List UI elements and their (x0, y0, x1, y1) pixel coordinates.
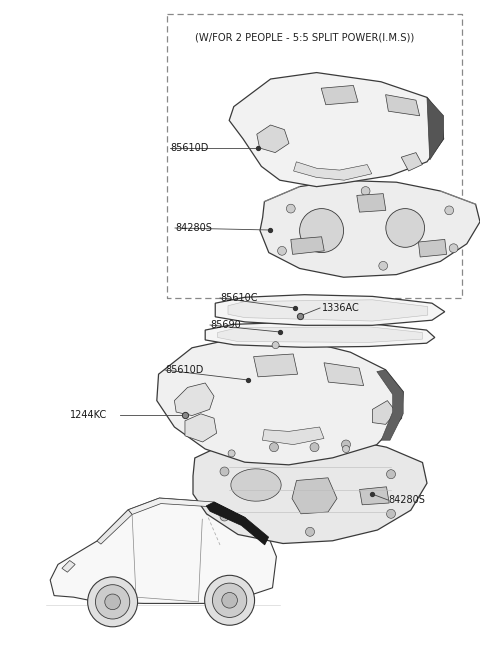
Polygon shape (372, 401, 396, 424)
Polygon shape (62, 560, 75, 572)
Text: 1244KC: 1244KC (70, 410, 107, 420)
Circle shape (105, 594, 120, 610)
Text: 85610D: 85610D (170, 143, 208, 153)
Polygon shape (128, 498, 245, 521)
Circle shape (220, 467, 229, 476)
Circle shape (305, 527, 314, 536)
Circle shape (228, 450, 235, 457)
Text: 85610C: 85610C (220, 293, 257, 303)
Circle shape (213, 583, 247, 617)
Polygon shape (229, 72, 444, 187)
Circle shape (379, 262, 387, 270)
Polygon shape (291, 237, 324, 254)
Polygon shape (357, 194, 386, 212)
Polygon shape (321, 85, 358, 105)
Text: 85690: 85690 (210, 320, 241, 330)
Polygon shape (228, 300, 428, 321)
Polygon shape (260, 180, 480, 277)
Polygon shape (253, 354, 298, 377)
Circle shape (277, 246, 287, 255)
Polygon shape (157, 336, 403, 465)
Polygon shape (231, 469, 281, 501)
Polygon shape (360, 486, 389, 505)
Polygon shape (257, 125, 289, 152)
Polygon shape (50, 498, 276, 603)
Circle shape (386, 470, 396, 478)
Circle shape (445, 206, 454, 215)
Polygon shape (419, 240, 446, 257)
Circle shape (204, 575, 254, 625)
Polygon shape (294, 162, 372, 180)
Polygon shape (206, 502, 269, 545)
Text: 84280S: 84280S (388, 495, 425, 505)
Polygon shape (324, 363, 364, 386)
Circle shape (287, 204, 295, 213)
Polygon shape (213, 502, 245, 522)
Polygon shape (427, 97, 444, 160)
Polygon shape (217, 327, 422, 342)
Circle shape (449, 244, 458, 252)
Polygon shape (385, 95, 420, 116)
Circle shape (361, 187, 370, 195)
Circle shape (88, 577, 138, 627)
Polygon shape (215, 295, 445, 325)
Polygon shape (263, 427, 324, 445)
Circle shape (386, 209, 424, 248)
Polygon shape (97, 510, 132, 544)
Polygon shape (185, 414, 216, 442)
Polygon shape (292, 478, 337, 514)
Circle shape (310, 443, 319, 452)
Polygon shape (174, 383, 214, 415)
Text: 84280S: 84280S (175, 223, 212, 233)
Text: (W/FOR 2 PEOPLE - 5:5 SPLIT POWER(I.M.S)): (W/FOR 2 PEOPLE - 5:5 SPLIT POWER(I.M.S)… (195, 32, 414, 42)
Circle shape (222, 592, 238, 608)
Circle shape (343, 446, 349, 452)
Text: 85610D: 85610D (165, 365, 204, 375)
Polygon shape (377, 370, 403, 440)
Circle shape (300, 209, 344, 252)
Polygon shape (193, 435, 427, 544)
Circle shape (386, 509, 396, 518)
Circle shape (272, 342, 279, 349)
Polygon shape (401, 152, 422, 171)
Circle shape (341, 440, 350, 449)
Circle shape (269, 443, 278, 452)
Polygon shape (205, 322, 435, 348)
Text: 1336AC: 1336AC (322, 303, 360, 313)
Circle shape (96, 584, 130, 619)
Circle shape (220, 512, 229, 521)
